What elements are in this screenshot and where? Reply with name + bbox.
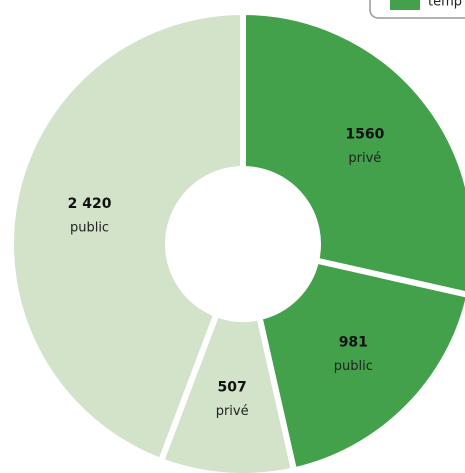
legend-label: temp xyxy=(428,0,462,10)
slice-label: privé xyxy=(216,404,249,419)
slice xyxy=(255,256,465,473)
slice xyxy=(8,8,246,465)
slice-label: privé xyxy=(348,151,381,166)
slice-label: public xyxy=(70,221,109,236)
value-label: 1560 xyxy=(345,127,384,143)
value-label: 981 xyxy=(339,334,368,350)
value-label: 507 xyxy=(218,380,247,396)
value-label: 2 420 xyxy=(68,196,112,212)
legend: temp xyxy=(369,0,465,19)
legend-swatch xyxy=(390,0,420,10)
slice-label: public xyxy=(334,359,373,374)
slice xyxy=(240,8,465,298)
slice xyxy=(157,310,298,473)
